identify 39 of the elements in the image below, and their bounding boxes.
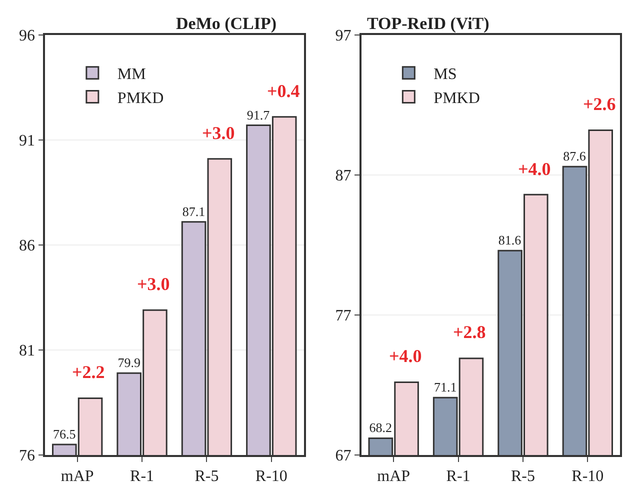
chart-title: TOP-ReID (ViT)	[367, 14, 490, 33]
y-tick-label: 96	[19, 28, 36, 45]
y-tick-label: 81	[19, 342, 36, 360]
annotation: +3.0	[202, 123, 235, 143]
x-tick-label: R-10	[255, 468, 288, 485]
data-label: 79.9	[118, 355, 140, 370]
data-label: 71.1	[434, 380, 457, 395]
data-label: 87.1	[182, 204, 206, 219]
x-tick-label: R-5	[510, 468, 535, 485]
legend-label: MS	[434, 66, 457, 84]
x-tick-label: R-1	[130, 468, 154, 485]
data-label: 87.6	[563, 148, 586, 164]
y-tick-label: 77	[335, 308, 352, 325]
y-tick-label: 97	[335, 28, 352, 45]
annotation: +4.0	[518, 159, 551, 179]
legend-label: PMKD	[117, 90, 164, 107]
data-label: 91.7	[246, 107, 270, 122]
annotation: +2.6	[583, 94, 616, 114]
annotation: +2.2	[72, 362, 105, 382]
x-tick-label: R-10	[572, 468, 604, 485]
chart-title: DeMo (CLIP)	[176, 14, 277, 33]
annotation: +0.4	[267, 81, 300, 101]
annotation: +2.8	[453, 322, 486, 342]
annotation: +4.0	[389, 346, 422, 366]
y-tick-label: 67	[335, 448, 352, 465]
y-tick-label: 87	[335, 168, 352, 185]
y-tick-label: 76	[19, 448, 36, 465]
y-tick-label: 91	[19, 132, 36, 150]
x-tick-label: mAP	[377, 468, 410, 485]
legend-label: MM	[117, 66, 146, 84]
x-tick-label: R-1	[446, 468, 470, 485]
x-tick-label: mAP	[60, 468, 94, 485]
annotation: +3.0	[137, 274, 170, 294]
legend-label: PMKD	[434, 90, 480, 107]
data-label: 76.5	[53, 426, 76, 442]
data-label: 81.6	[498, 232, 522, 248]
x-tick-label: R-5	[194, 468, 219, 485]
y-tick-label: 86	[19, 238, 36, 255]
data-label: 68.2	[369, 420, 392, 436]
